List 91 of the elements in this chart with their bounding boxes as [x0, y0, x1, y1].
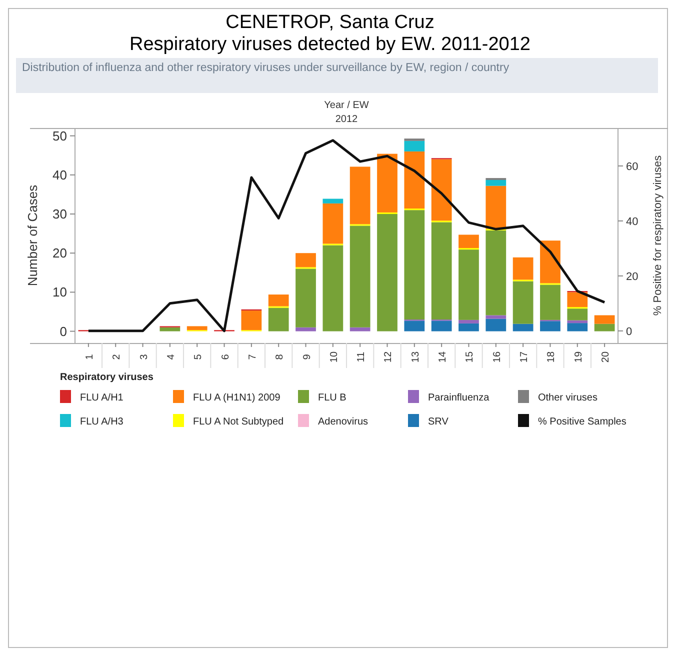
y-tick-label: 30 [52, 206, 67, 222]
text: 2012 [335, 114, 358, 125]
bar [486, 180, 506, 186]
y2-axis-title: % Positive for respiratory viruses [652, 154, 664, 316]
bar [350, 226, 370, 328]
x-tick-label: 1 [84, 354, 96, 360]
legend-label: FLU A/H3 [80, 416, 124, 428]
x-tick-label: 10 [328, 351, 340, 363]
bar [567, 308, 588, 320]
bar [540, 284, 560, 320]
x-tick-label: 3 [138, 354, 150, 360]
y-tick-label: 0 [60, 324, 67, 339]
bar [322, 203, 344, 244]
bar [296, 268, 316, 328]
x-tick-label: 19 [573, 351, 584, 363]
bar [512, 324, 534, 332]
legend-title: Respiratory viruses [60, 372, 154, 383]
legend-label: FLU A Not Subtyped [193, 416, 284, 428]
bar [377, 154, 398, 212]
bar [296, 253, 316, 268]
y-tick-label: 50 [52, 128, 67, 144]
legend-label: Parainfluenza [428, 392, 490, 404]
bar [431, 159, 452, 221]
bar [540, 240, 560, 284]
legend-label: FLU B [318, 392, 347, 404]
x-tick-label: 13 [410, 351, 422, 363]
bar [486, 315, 506, 319]
bar [458, 234, 479, 248]
x-tick-label: 8 [274, 354, 286, 360]
bar [540, 321, 560, 332]
x-tick-label: 16 [492, 351, 503, 363]
x-tick-label: 18 [546, 351, 558, 363]
y2-tick-label: 60 [626, 160, 638, 173]
bar [404, 320, 425, 332]
legend-label: FLU A (H1N1) 2009 [193, 392, 281, 404]
y2-tick-label: 40 [626, 216, 638, 228]
y2-tick-label: 0 [626, 326, 632, 338]
y-tick-label: 20 [52, 246, 67, 261]
x-tick-label: 6 [220, 354, 232, 360]
bar [322, 198, 344, 204]
bar [594, 315, 615, 324]
legend-label: % Positive Samples [538, 416, 626, 428]
bar [404, 210, 425, 320]
bar [567, 292, 588, 308]
bar [350, 327, 370, 332]
bar [431, 320, 452, 332]
bar [567, 323, 588, 332]
bar [512, 257, 534, 280]
bar [160, 327, 180, 332]
chart-title: CENETROP, Santa Cruz Respiratory viruses detected by EW. 2011-2012 [130, 12, 530, 55]
y2-tick-label: 20 [626, 270, 638, 283]
bar [567, 320, 588, 324]
bar [296, 327, 316, 332]
bar [268, 294, 289, 306]
x-tick-label: 20 [600, 351, 612, 363]
bar [486, 318, 506, 332]
bar [512, 281, 534, 324]
bar [594, 324, 615, 332]
bar [486, 186, 506, 229]
bar [404, 151, 425, 209]
bar [486, 230, 506, 316]
bar [458, 323, 479, 332]
x-tick-label: 5 [193, 354, 204, 360]
bar [458, 250, 479, 320]
x-tick-label: 4 [166, 354, 177, 360]
x-tick-label: 9 [302, 354, 313, 360]
legend-label: Other viruses [538, 392, 598, 404]
bar [377, 214, 398, 332]
legend-label: FLU A/H1 [80, 392, 124, 404]
x-tick-label: 12 [383, 351, 394, 363]
chart-subtitle: Distribution of influenza and other respiratory viruses under surveillance by EW, region / country [22, 62, 510, 74]
x-tick-label: 7 [247, 354, 258, 360]
y-axis-title: Number of Cases [25, 184, 40, 286]
y-tick-label: 10 [52, 284, 67, 300]
x-axis-title: Year / EW [324, 100, 370, 111]
bar [458, 320, 479, 324]
bar [350, 166, 370, 224]
y-tick-label: 40 [52, 167, 67, 182]
bar [268, 308, 289, 332]
x-tick-label: 15 [464, 351, 476, 363]
bar [404, 140, 425, 152]
bar [186, 326, 208, 330]
bar [431, 222, 452, 320]
legend-label: Adenovirus [318, 416, 368, 428]
x-tick-label: 11 [356, 351, 368, 362]
legend-label: SRV [428, 416, 449, 428]
x-tick-label: 17 [519, 351, 530, 363]
bar [241, 310, 262, 330]
x-tick-label: 2 [112, 354, 123, 360]
bar [322, 245, 344, 332]
x-tick-label: 14 [438, 351, 449, 363]
